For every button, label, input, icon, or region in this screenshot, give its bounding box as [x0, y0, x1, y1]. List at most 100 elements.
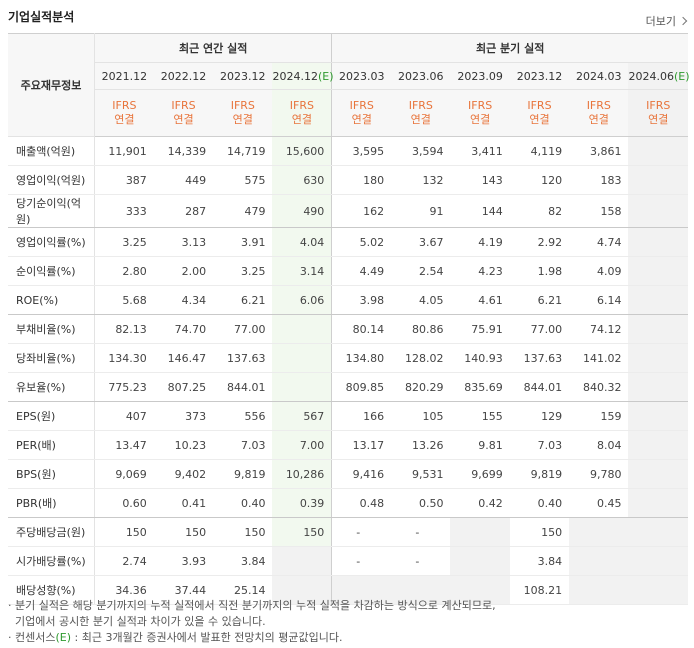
- table-cell: 82: [509, 194, 570, 228]
- table-cell: 137.63: [213, 343, 273, 373]
- period-label: 2023.06: [398, 69, 444, 83]
- row-label: 영업이익(억원): [8, 165, 95, 195]
- table-cell: 128.02: [391, 343, 451, 373]
- ifrs-label: IFRS: [112, 99, 137, 112]
- period-header: 2024.12(E): [272, 62, 334, 90]
- table-cell: 3.98: [331, 285, 392, 315]
- period-label: 2023.09: [457, 69, 503, 83]
- table-cell: 4.34: [153, 285, 214, 315]
- footnote-1: · 분기 실적은 해당 분기까지의 누적 실적에서 직전 분기까지의 누적 실적…: [8, 599, 496, 612]
- table-cell: -: [391, 546, 451, 576]
- row-label: 당좌비율(%): [8, 343, 95, 373]
- period-header: 2021.12: [94, 62, 154, 90]
- table-cell: 844.01: [509, 372, 570, 402]
- table-cell: 150: [153, 517, 214, 547]
- table-cell: 9,780: [569, 459, 629, 489]
- table-cell: 373: [153, 401, 214, 431]
- table-cell: 835.69: [450, 372, 510, 402]
- table-cell: 146.47: [153, 343, 214, 373]
- table-cell: 140.93: [450, 343, 510, 373]
- ifrs-label: IFRS: [646, 99, 671, 112]
- period-header: 2024.06(E): [628, 62, 690, 90]
- table-cell: 10,286: [272, 459, 332, 489]
- table-cell: 155: [450, 401, 510, 431]
- table-cell: 0.45: [569, 488, 629, 518]
- table-cell: 9,531: [391, 459, 451, 489]
- period-label: 2022.12: [160, 69, 207, 83]
- table-cell: 3,595: [331, 136, 392, 166]
- table-cell: 9,402: [153, 459, 214, 489]
- row-label: 매출액(억원): [8, 136, 95, 166]
- ifrs-label: IFRS: [230, 99, 255, 112]
- table-cell: [628, 517, 688, 547]
- table-cell: 108.21: [509, 575, 570, 605]
- table-cell: [569, 575, 629, 605]
- table-cell: 556: [213, 401, 273, 431]
- table-cell: 4.23: [450, 256, 510, 286]
- table-cell: 3.84: [509, 546, 570, 576]
- table-cell: 75.91: [450, 314, 510, 344]
- footnote-1b: 기업에서 공시한 분기 실적과 차이가 있을 수 있습니다.: [15, 615, 266, 628]
- table-cell: 141.02: [569, 343, 629, 373]
- table-cell: 34.36: [94, 575, 154, 605]
- ifrs-header: IFRS 연결: [331, 89, 392, 137]
- table-cell: 775.23: [94, 372, 154, 402]
- period-label: 2021.12: [101, 69, 148, 83]
- table-cell: 13.47: [94, 430, 154, 460]
- period-header-row: 2021.12 2022.12 2023.12 2024.12(E) 2023.03 20…: [8, 62, 690, 90]
- ifrs-label: IFRS: [171, 99, 196, 112]
- table-cell: 82.13: [94, 314, 154, 344]
- table-cell: 0.50: [391, 488, 451, 518]
- table-cell: [628, 256, 688, 286]
- table-cell: 80.14: [331, 314, 392, 344]
- table-cell: 4.49: [331, 256, 392, 286]
- table-cell: 7.03: [509, 430, 570, 460]
- period-label: 2024.12: [272, 69, 318, 83]
- ifrs-header: IFRS 연결: [153, 89, 214, 137]
- table-cell: 180: [331, 165, 392, 195]
- table-cell: 144: [450, 194, 510, 228]
- row-label: 순이익률(%): [8, 256, 95, 286]
- table-cell: [272, 546, 332, 576]
- table-cell: 0.42: [450, 488, 510, 518]
- table-cell: 8.04: [569, 430, 629, 460]
- table-cell: 0.40: [509, 488, 570, 518]
- table-row: 영업이익률(%) 3.25 3.13 3.91 4.04 5.02 3.67 4.19 2.92…: [8, 227, 688, 257]
- consolidated-label: 연결: [173, 113, 194, 126]
- row-label: 주당배당금(원): [8, 517, 95, 547]
- table-cell: [628, 136, 688, 166]
- consolidated-label: 연결: [232, 113, 253, 126]
- table-cell: 7.03: [213, 430, 273, 460]
- table-cell: 3.93: [153, 546, 214, 576]
- ifrs-header: IFRS 연결: [450, 89, 510, 137]
- table-cell: 166: [331, 401, 392, 431]
- row-label: 영업이익률(%): [8, 227, 95, 257]
- ifrs-label: IFRS: [289, 99, 314, 112]
- row-label: ROE(%): [8, 285, 95, 315]
- table-cell: 10.23: [153, 430, 214, 460]
- ifrs-header: IFRS 연결: [94, 89, 154, 137]
- footnote-2: · 컨센서스(E) : 최근 3개월간 증권사에서 발표한 전망치의 평균값입니…: [8, 631, 343, 644]
- table-cell: 3.25: [213, 256, 273, 286]
- more-link[interactable]: 더보기: [646, 13, 688, 29]
- period-label: 2023.12: [220, 69, 266, 83]
- section-title: 기업실적분석: [8, 10, 75, 24]
- period-label: 2024.03: [576, 69, 622, 83]
- ifrs-label: IFRS: [408, 99, 433, 112]
- table-cell: 4.74: [569, 227, 629, 257]
- period-label: 2024.06: [628, 69, 674, 83]
- period-header: 2023.09: [450, 62, 510, 90]
- table-cell: [272, 575, 332, 605]
- table-cell: 3,594: [391, 136, 451, 166]
- table-cell: 150: [272, 517, 332, 547]
- table-cell: 6.14: [569, 285, 629, 315]
- table-cell: [272, 314, 332, 344]
- period-header: 2024.03: [569, 62, 629, 90]
- row-label: 당기순이익(억원): [8, 194, 95, 228]
- period-label: 2023.03: [338, 69, 385, 83]
- table-cell: 134.80: [331, 343, 392, 373]
- table-cell: 15,600: [272, 136, 332, 166]
- table-cell: 333: [94, 194, 154, 228]
- table-cell: 840.32: [569, 372, 629, 402]
- table-cell: -: [331, 546, 392, 576]
